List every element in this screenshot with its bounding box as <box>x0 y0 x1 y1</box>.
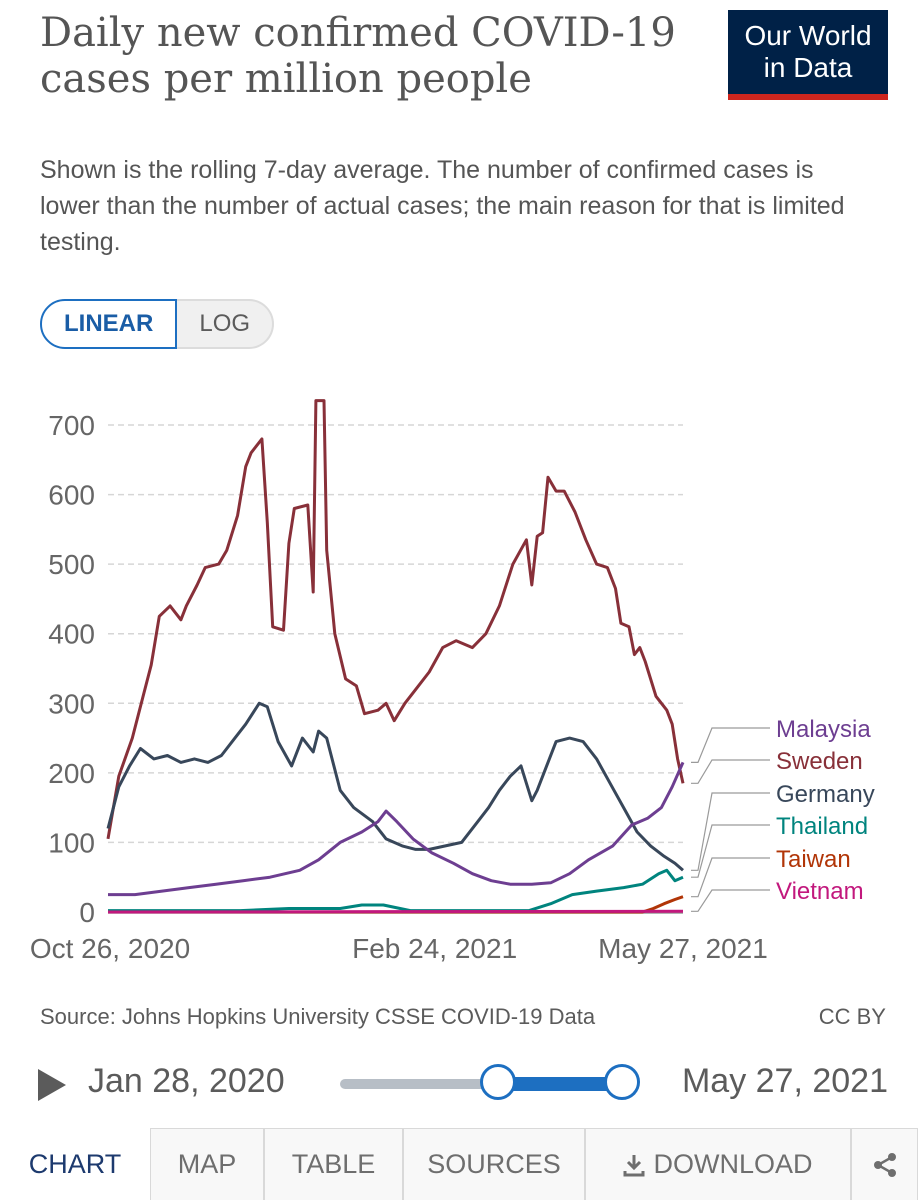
series-line-malaysia <box>108 761 685 897</box>
y-tick-label: 400 <box>48 619 95 650</box>
timeline-selected-range[interactable] <box>498 1077 622 1091</box>
legend-label-germany: Germany <box>776 781 875 808</box>
legend-label-malaysia: Malaysia <box>776 716 871 743</box>
logo-line-2: in Data <box>763 52 853 83</box>
chart-title: Daily new confirmed COVID-19 cases per m… <box>40 10 676 102</box>
series-line-sweden <box>106 399 685 840</box>
logo-line-1: Our World <box>744 20 872 51</box>
tab-download[interactable]: DOWNLOAD <box>585 1128 851 1200</box>
x-tick-label: May 27, 2021 <box>598 933 768 964</box>
legend-label-taiwan: Taiwan <box>776 846 851 873</box>
source-note[interactable]: Source: Johns Hopkins University CSSE CO… <box>40 1004 596 1029</box>
legend-connector <box>691 824 770 878</box>
tab-map-label: MAP <box>177 1149 237 1179</box>
legend-connector <box>691 759 770 784</box>
license-label[interactable]: CC BY <box>818 1004 886 1029</box>
legend-label-sweden: Sweden <box>776 748 863 775</box>
tab-share[interactable] <box>851 1128 918 1200</box>
timeline-start-handle[interactable] <box>480 1064 516 1100</box>
tab-table[interactable]: TABLE <box>264 1128 403 1200</box>
legend-connector <box>691 727 770 763</box>
y-tick-label: 600 <box>48 480 95 511</box>
x-tick-label: Feb 24, 2021 <box>352 933 517 964</box>
timeline-end-handle[interactable] <box>604 1064 640 1100</box>
play-icon[interactable] <box>38 1069 66 1101</box>
log-scale-button[interactable]: LOG <box>177 299 275 349</box>
scale-toggle: LINEAR LOG <box>40 299 275 349</box>
tab-table-label: TABLE <box>291 1149 376 1179</box>
y-tick-label: 300 <box>48 688 95 719</box>
timeline-end-date: May 27, 2021 <box>681 1062 888 1100</box>
owid-logo[interactable]: Our World in Data <box>728 10 888 100</box>
timeline: Jan 28, 2020 May 27, 2021 <box>0 1056 918 1112</box>
x-tick-label: Oct 26, 2020 <box>30 933 190 964</box>
tab-map[interactable]: MAP <box>150 1128 264 1200</box>
tab-download-label: DOWNLOAD <box>653 1149 813 1179</box>
series-line-vietnam <box>107 909 684 914</box>
y-tick-label: 0 <box>79 897 95 928</box>
y-tick-label: 700 <box>48 410 95 441</box>
y-tick-label: 200 <box>48 758 95 789</box>
legend-connector <box>691 857 770 898</box>
series-line-thailand <box>108 868 684 913</box>
legend-connector <box>691 792 770 871</box>
linear-scale-button[interactable]: LINEAR <box>40 299 178 349</box>
timeline-start-date: Jan 28, 2020 <box>88 1062 285 1100</box>
tab-chart[interactable]: CHART <box>0 1128 150 1200</box>
legend-label-vietnam: Vietnam <box>776 878 864 905</box>
download-icon <box>623 1154 645 1176</box>
legend-label-thailand: Thailand <box>776 813 868 840</box>
series-line-germany <box>106 701 684 872</box>
chart-subtitle: Shown is the rolling 7-day average. The … <box>40 156 845 256</box>
legend-connector <box>691 889 770 912</box>
tab-chart-label: CHART <box>28 1148 122 1179</box>
tab-sources-label: SOURCES <box>427 1149 561 1179</box>
y-tick-label: 500 <box>48 549 95 580</box>
share-icon <box>873 1152 896 1177</box>
line-chart: 0 100 200 300 400 500 600 700 Oct 26, 2020 Feb 24… <box>30 399 875 964</box>
tab-bar: CHART MAP TABLE SOURCES DOWNLOAD <box>0 1128 918 1200</box>
tab-sources[interactable]: SOURCES <box>403 1128 585 1200</box>
y-tick-label: 100 <box>48 827 95 858</box>
